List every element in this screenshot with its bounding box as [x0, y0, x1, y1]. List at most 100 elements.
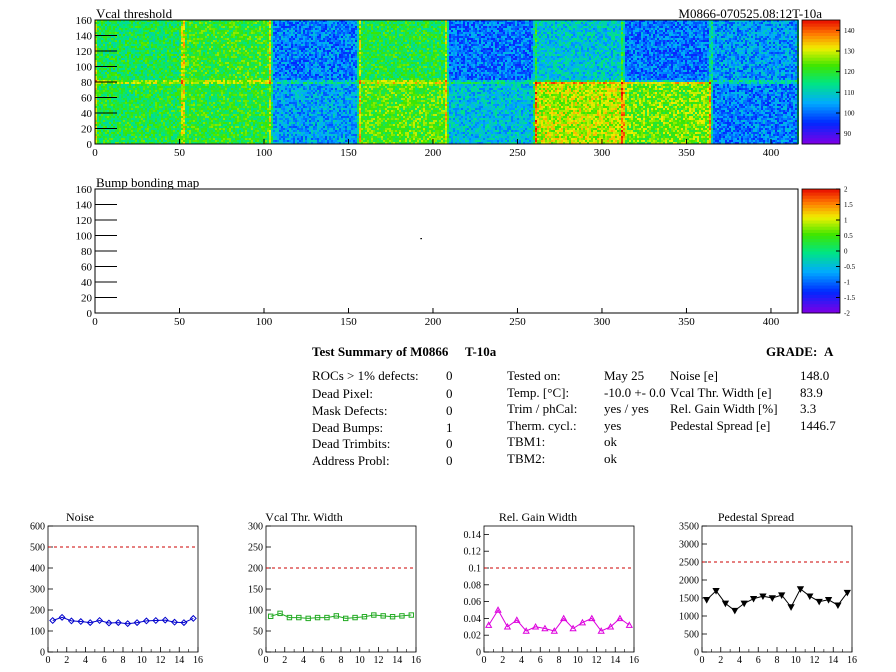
heatmap-cell [233, 46, 235, 48]
heatmap-cell [423, 46, 425, 48]
heatmap-cell [427, 20, 429, 22]
heatmap-cell [175, 28, 177, 30]
heatmap-cell [473, 34, 475, 36]
heatmap-cell [477, 36, 479, 38]
heatmap-cell [405, 28, 407, 30]
heatmap-cell [163, 36, 165, 38]
heatmap-cell [489, 22, 491, 24]
heatmap-cell [247, 44, 249, 46]
heatmap-cell [301, 36, 303, 38]
heatmap-cell [307, 44, 309, 46]
heatmap-cell [323, 24, 325, 26]
heatmap-cell [287, 34, 289, 36]
heatmap-cell [257, 46, 259, 48]
heatmap-cell [633, 36, 635, 38]
heatmap-cell [327, 38, 329, 40]
heatmap-cell [521, 38, 523, 40]
heatmap-cell [145, 46, 147, 48]
heatmap-cell [741, 42, 743, 44]
heatmap-cell [709, 32, 711, 34]
heatmap-cell [319, 38, 321, 40]
heatmap-cell [429, 40, 431, 42]
heatmap-cell [783, 40, 785, 42]
heatmap-cell [433, 46, 435, 48]
heatmap-cell [131, 22, 133, 24]
heatmap-cell [445, 30, 447, 32]
heatmap-cell [361, 36, 363, 38]
heatmap-cell [531, 38, 533, 40]
heatmap-cell [347, 26, 349, 28]
heatmap-cell [791, 44, 793, 46]
heatmap-cell [661, 32, 663, 34]
heatmap-cell [167, 32, 169, 34]
heatmap-cell [197, 40, 199, 42]
heatmap-cell [707, 22, 709, 24]
heatmap-cell [589, 46, 591, 48]
heatmap-cell [449, 26, 451, 28]
heatmap-cell [771, 36, 773, 38]
heatmap-cell [737, 28, 739, 30]
heatmap-cell [403, 30, 405, 32]
heatmap-cell [259, 46, 261, 48]
heatmap-cell [107, 36, 109, 38]
heatmap-cell [427, 32, 429, 34]
heatmap-cell [395, 28, 397, 30]
heatmap-cell [499, 40, 501, 42]
heatmap-cell [637, 28, 639, 30]
heatmap-cell [657, 22, 659, 24]
heatmap-cell [605, 22, 607, 24]
heatmap-cell [447, 44, 449, 46]
heatmap-cell [95, 42, 97, 44]
heatmap-cell [361, 26, 363, 28]
heatmap-cell [497, 24, 499, 26]
heatmap-cell [469, 34, 471, 36]
heatmap-cell [677, 42, 679, 44]
heatmap-cell [439, 28, 441, 30]
heatmap-cell [593, 46, 595, 48]
heatmap-cell [763, 40, 765, 42]
heatmap-cell [699, 36, 701, 38]
heatmap-cell [673, 32, 675, 34]
heatmap-cell [621, 22, 623, 24]
heatmap-cell [99, 48, 101, 50]
heatmap-cell [267, 38, 269, 40]
heatmap-cell [607, 24, 609, 26]
heatmap-cell [357, 44, 359, 46]
heatmap-cell [171, 44, 173, 46]
heatmap-cell [615, 34, 617, 36]
heatmap-cell [203, 48, 205, 50]
heatmap-cell [231, 34, 233, 36]
heatmap-cell [717, 38, 719, 40]
heatmap-cell [759, 42, 761, 44]
heatmap-cell [701, 40, 703, 42]
heatmap-cell [653, 42, 655, 44]
heatmap-cell [631, 44, 633, 46]
heatmap-cell [573, 26, 575, 28]
heatmap-cell [439, 32, 441, 34]
heatmap-cell [647, 36, 649, 38]
heatmap-cell [95, 38, 97, 40]
heatmap-cell [389, 44, 391, 46]
heatmap-cell [165, 20, 167, 22]
heatmap-cell [215, 20, 217, 22]
heatmap-cell [603, 34, 605, 36]
heatmap-cell [185, 30, 187, 32]
heatmap-cell [535, 32, 537, 34]
heatmap-cell [369, 42, 371, 44]
heatmap-cell [553, 20, 555, 22]
heatmap-cell [281, 40, 283, 42]
heatmap-cell [789, 32, 791, 34]
heatmap-cell [121, 30, 123, 32]
heatmap-cell [317, 30, 319, 32]
heatmap-cell [361, 46, 363, 48]
heatmap-cell [171, 30, 173, 32]
heatmap-cell [529, 26, 531, 28]
heatmap-cell [531, 42, 533, 44]
heatmap-cell [683, 44, 685, 46]
heatmap-cell [643, 36, 645, 38]
heatmap-cell [211, 38, 213, 40]
heatmap-cell [115, 28, 117, 30]
heatmap-cell [369, 24, 371, 26]
heatmap-cell [565, 22, 567, 24]
heatmap-cell [419, 42, 421, 44]
